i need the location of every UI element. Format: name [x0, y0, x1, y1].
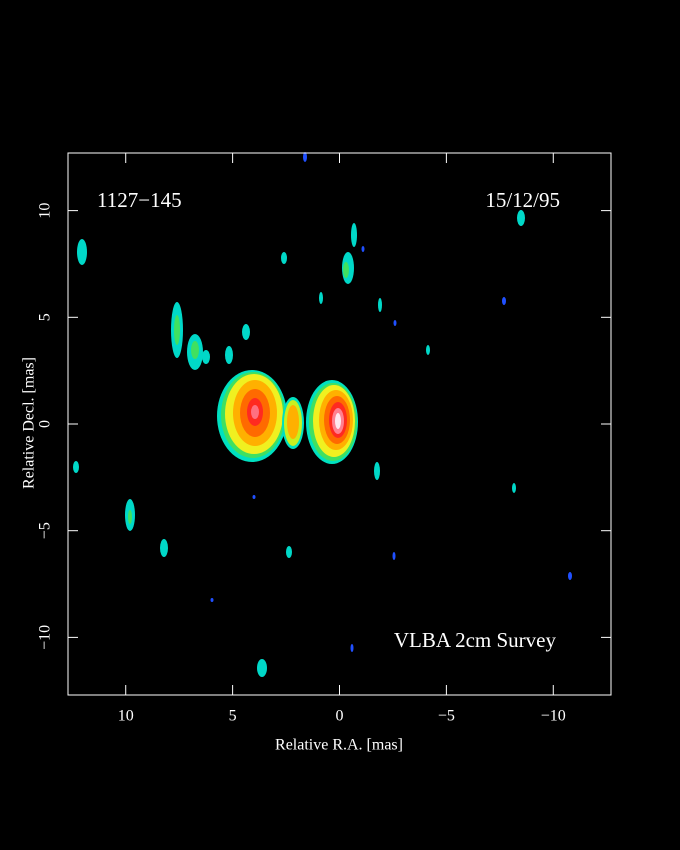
epoch: 15/12/95: [485, 188, 560, 212]
x-tick-label: 5: [229, 708, 237, 725]
x-tick-label: −10: [541, 708, 566, 725]
x-tick-label: 0: [336, 708, 344, 725]
x-tick-label: 10: [118, 708, 134, 725]
survey-label: VLBA 2cm Survey: [394, 628, 557, 652]
x-tick-label: −5: [438, 708, 455, 725]
y-tick-label: 0: [37, 420, 54, 428]
y-tick-label: −5: [37, 522, 54, 539]
radio-map: [73, 152, 572, 677]
y-tick-label: 10: [37, 203, 54, 219]
y-axis-label: Relative Decl. [mas]: [21, 357, 38, 489]
source-name: 1127−145: [97, 188, 182, 212]
x-axis-label: Relative R.A. [mas]: [275, 737, 403, 754]
y-tick-label: 5: [37, 313, 54, 321]
y-tick-label: −10: [37, 625, 54, 650]
